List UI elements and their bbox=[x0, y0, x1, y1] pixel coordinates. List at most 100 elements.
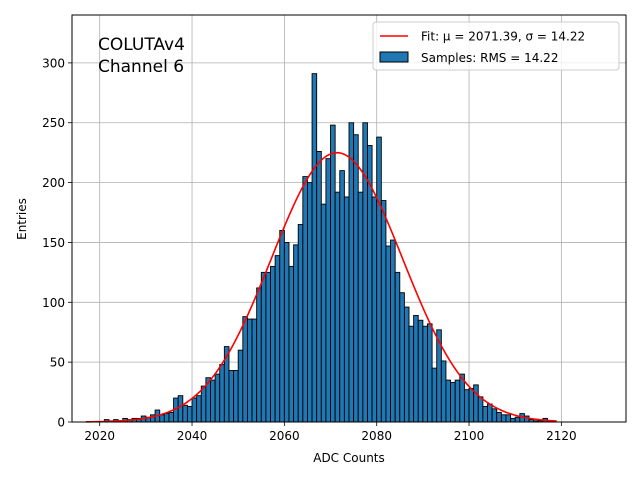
axes-frame bbox=[71, 14, 627, 423]
legend-fit-label: Fit: μ = 2071.39, σ = 14.22 bbox=[421, 30, 585, 44]
histogram-bar bbox=[233, 370, 239, 423]
histogram-bar bbox=[320, 203, 327, 423]
histogram-bar bbox=[343, 196, 350, 423]
histogram-bar bbox=[403, 306, 410, 423]
histogram-bar bbox=[186, 405, 193, 423]
histogram-bar bbox=[274, 255, 281, 423]
histogram-bar bbox=[450, 382, 456, 423]
histogram-bar bbox=[293, 244, 299, 423]
y-tick-label: 300 bbox=[42, 56, 65, 70]
x-axis-label: ADC Counts bbox=[313, 451, 385, 465]
histogram-bar bbox=[219, 364, 225, 423]
x-axis-ticks: 2020 2040 2060 2080 2100 2120 bbox=[84, 422, 577, 443]
histogram-bar bbox=[237, 349, 244, 423]
histogram-bar bbox=[288, 265, 295, 423]
histogram-bar bbox=[316, 151, 322, 423]
legend: Fit: μ = 2071.39, σ = 14.22 Samples: RMS… bbox=[372, 21, 620, 71]
histogram-bar bbox=[500, 414, 507, 423]
histogram-bar bbox=[163, 413, 170, 423]
histogram-bar bbox=[182, 404, 188, 423]
histogram-bar bbox=[482, 405, 488, 423]
y-tick-label: 100 bbox=[42, 296, 65, 310]
histogram-bar bbox=[427, 323, 433, 423]
x-tick-label: 2020 bbox=[84, 429, 115, 443]
histogram-bar bbox=[256, 287, 262, 423]
histogram-bar bbox=[210, 379, 216, 423]
histogram-bar bbox=[246, 318, 253, 423]
histogram-bar bbox=[477, 396, 484, 423]
histogram-bar bbox=[339, 170, 345, 423]
histogram-bar bbox=[228, 370, 235, 423]
histogram-bar bbox=[283, 241, 290, 423]
histogram-bar bbox=[311, 73, 318, 423]
annotation-detector: COLUTAv4 bbox=[98, 35, 185, 55]
histogram-bar bbox=[422, 325, 428, 423]
histogram-bar bbox=[196, 395, 202, 423]
histogram-bar bbox=[353, 134, 359, 423]
x-tick-label: 2040 bbox=[177, 429, 208, 443]
legend-samples-swatch bbox=[379, 51, 409, 63]
y-tick-label: 50 bbox=[50, 356, 65, 370]
histogram-bar bbox=[454, 379, 461, 423]
histogram-bar bbox=[496, 411, 502, 423]
histogram-bar bbox=[505, 414, 512, 423]
histogram-bar bbox=[302, 176, 308, 423]
histogram-bar bbox=[330, 124, 336, 423]
histogram-bar bbox=[514, 416, 521, 423]
y-tick-label: 0 bbox=[57, 416, 65, 430]
histogram-bar bbox=[413, 315, 419, 423]
x-tick-label: 2100 bbox=[454, 429, 485, 443]
histogram-bar bbox=[380, 200, 387, 423]
histogram-bar bbox=[385, 245, 391, 423]
fit-curve bbox=[85, 151, 557, 423]
histogram-bar bbox=[214, 373, 221, 423]
y-axis-ticks: 0 50 100 150 200 250 300 bbox=[42, 56, 72, 430]
histogram-bar bbox=[473, 384, 479, 423]
y-tick-label: 250 bbox=[42, 116, 65, 130]
histogram-bar bbox=[265, 271, 271, 423]
histogram-bar bbox=[445, 379, 452, 423]
histogram-bar bbox=[440, 360, 447, 423]
histogram-bar bbox=[200, 385, 207, 423]
histogram-bar bbox=[297, 224, 304, 423]
histogram-bar bbox=[487, 403, 493, 423]
histogram-bar bbox=[394, 271, 401, 423]
histogram-bar bbox=[510, 417, 516, 423]
histogram-bar bbox=[307, 182, 313, 423]
histogram-bar bbox=[491, 408, 498, 423]
legend-box bbox=[372, 21, 620, 71]
histogram-bar bbox=[399, 292, 405, 423]
y-tick-label: 200 bbox=[42, 176, 65, 190]
histogram-bar bbox=[376, 136, 382, 423]
histogram-bar bbox=[279, 230, 285, 423]
fit-curve-layer bbox=[85, 151, 557, 423]
histogram-bar bbox=[334, 191, 341, 423]
histogram-bar bbox=[168, 411, 175, 423]
histogram-bar bbox=[191, 397, 198, 423]
annotation-channel: Channel 6 bbox=[98, 57, 184, 77]
legend-samples-label: Samples: RMS = 14.22 bbox=[421, 51, 558, 65]
histogram-bar bbox=[260, 271, 267, 423]
histogram-bar bbox=[159, 414, 165, 423]
histogram-bar bbox=[325, 158, 331, 423]
histogram-bar bbox=[362, 122, 368, 423]
histogram-bar bbox=[177, 395, 184, 423]
histogram-bar bbox=[417, 319, 424, 423]
histogram-bar bbox=[371, 196, 378, 423]
histogram-bar bbox=[357, 191, 364, 423]
y-tick-label: 150 bbox=[42, 236, 65, 250]
y-axis-label: Entries bbox=[15, 198, 29, 240]
histogram-bar bbox=[270, 265, 276, 423]
histogram-bar bbox=[463, 389, 470, 423]
histogram-bar bbox=[242, 316, 248, 423]
x-tick-label: 2120 bbox=[546, 429, 577, 443]
histogram-bar bbox=[431, 367, 438, 423]
histogram-bar bbox=[390, 239, 396, 423]
x-tick-label: 2080 bbox=[361, 429, 392, 443]
histogram-bar bbox=[408, 325, 415, 423]
histogram-bar bbox=[348, 122, 355, 423]
histogram-bar bbox=[468, 388, 475, 423]
x-tick-label: 2060 bbox=[269, 429, 300, 443]
histogram-bar bbox=[251, 318, 258, 423]
